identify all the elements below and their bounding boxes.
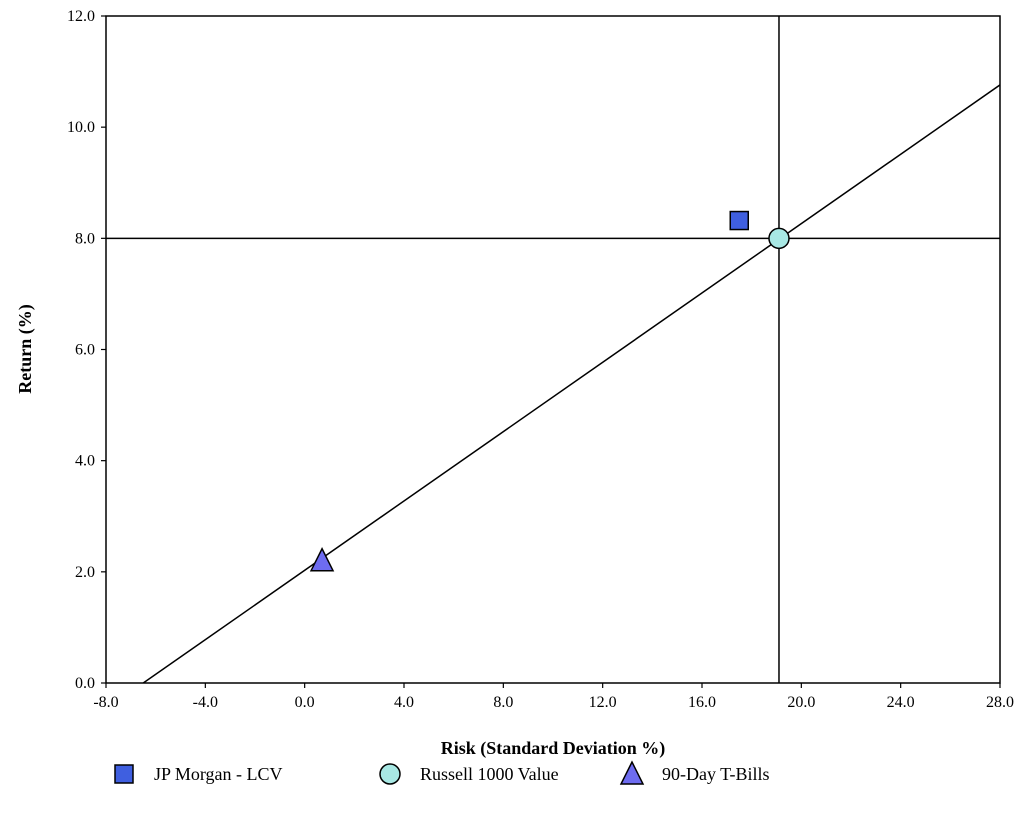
x-tick-label: 28.0 <box>986 694 1014 711</box>
axis-layer: -8.0 -4.0 0.0 4.0 8.0 12.0 16.0 20.0 24.0 28.0 0.0… <box>67 8 1014 711</box>
legend-label: 90-Day T-Bills <box>662 764 770 784</box>
y-tick-label: 0.0 <box>75 675 95 692</box>
x-axis-title: Risk (Standard Deviation %) <box>441 738 666 759</box>
legend-marker-circle <box>379 763 401 785</box>
x-tick-label: 20.0 <box>787 694 815 711</box>
x-tick-label: -8.0 <box>93 694 118 711</box>
reference-lines <box>106 16 1000 683</box>
x-tick-label: 24.0 <box>887 694 915 711</box>
y-tick-label: 10.0 <box>67 119 95 136</box>
legend-label: Russell 1000 Value <box>420 764 559 784</box>
data-point-square <box>729 210 749 231</box>
y-axis-title: Return (%) <box>15 304 36 393</box>
data-point-triangle <box>309 547 335 572</box>
capital-market-line <box>142 84 1000 683</box>
data-point-circle <box>768 227 790 250</box>
legend-marker-triangle <box>619 760 645 785</box>
y-tick-label: 4.0 <box>75 453 95 470</box>
y-tick-label: 2.0 <box>75 564 95 581</box>
legend-marker-square <box>114 764 134 784</box>
legend: JP Morgan - LCV Russell 1000 Value 90-Day … <box>114 760 770 785</box>
legend-label: JP Morgan - LCV <box>154 764 283 784</box>
plot-layer <box>106 16 1000 683</box>
plot-frame <box>105 15 1001 684</box>
x-tick-label: 4.0 <box>394 694 414 711</box>
y-tick-label: 6.0 <box>75 342 95 359</box>
y-tick-label: 8.0 <box>75 230 95 247</box>
x-tick-label: 16.0 <box>688 694 716 711</box>
x-tick-label: 0.0 <box>295 694 315 711</box>
y-tick-label: 12.0 <box>67 8 95 25</box>
x-tick-label: 8.0 <box>493 694 513 711</box>
x-tick-label: -4.0 <box>193 694 218 711</box>
x-tick-label: 12.0 <box>589 694 617 711</box>
